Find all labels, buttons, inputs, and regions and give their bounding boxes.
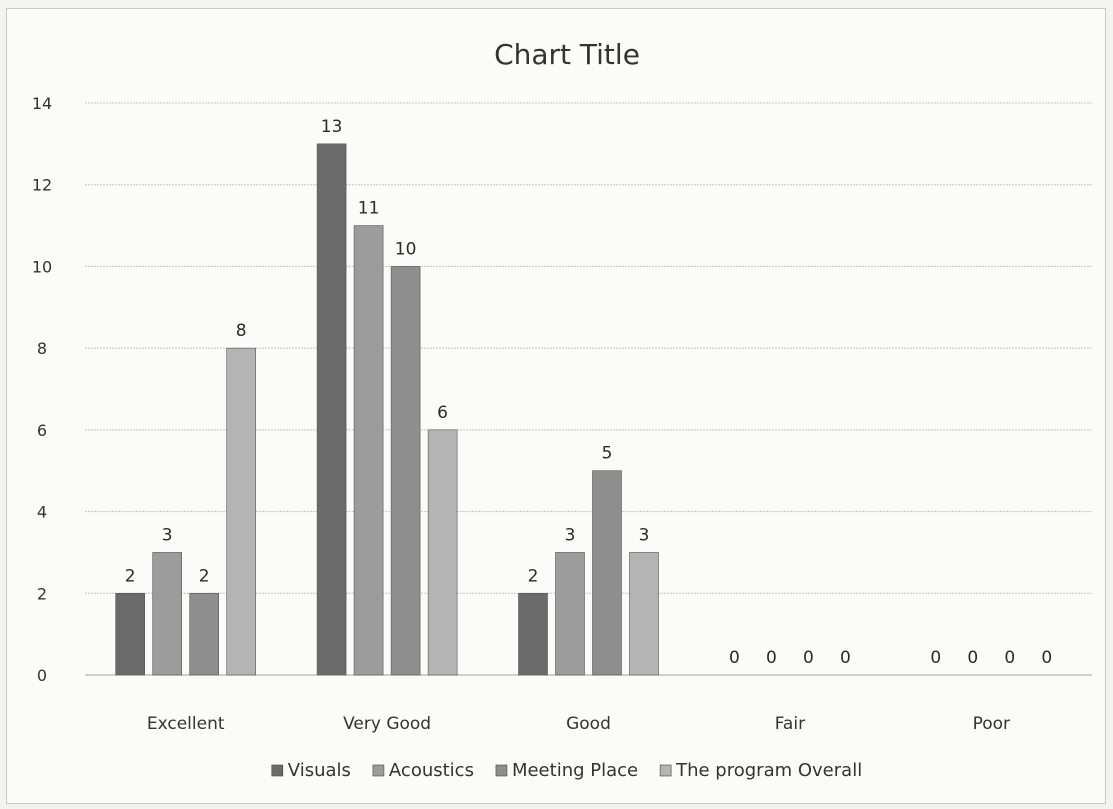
x-category-label: Fair: [775, 714, 805, 734]
legend-swatch: [659, 764, 672, 777]
legend-label: Acoustics: [389, 760, 474, 781]
legend-swatch: [372, 764, 385, 777]
data-label: 0: [729, 648, 740, 668]
data-label: 2: [125, 566, 136, 586]
bar: [226, 347, 256, 676]
data-label: 6: [437, 403, 448, 423]
data-label: 0: [930, 648, 941, 668]
y-tick-label: 14: [32, 94, 52, 113]
legend-label: Meeting Place: [512, 760, 638, 781]
data-label: 0: [766, 648, 777, 668]
legend: Visuals Acoustics Meeting Place The program…: [271, 760, 862, 781]
chart-frame: Chart Title 0 2 4 6 8 10 12 14 2 3 2 8 13 11 10 6 2 3 5 3 0…: [6, 8, 1106, 804]
bar: [353, 225, 384, 676]
data-label: 2: [528, 566, 539, 586]
legend-label: Visuals: [288, 760, 351, 781]
legend-item: Visuals: [271, 760, 351, 781]
y-tick-label: 10: [32, 257, 52, 276]
chart: Chart Title 0 2 4 6 8 10 12 14 2 3 2 8 13 11 10 6 2 3 5 3 0…: [32, 38, 1092, 781]
data-label: 8: [236, 321, 247, 341]
y-tick-label: 6: [37, 421, 47, 440]
y-tick-label: 0: [37, 666, 47, 685]
data-labels: 2 3 2 8 13 11 10 6 2 3 5 3 0 0 0 0 0 0 0 0: [125, 117, 1052, 668]
bar: [189, 592, 219, 676]
bars: [115, 143, 659, 676]
data-label: 3: [639, 525, 650, 545]
legend-swatch: [495, 764, 508, 777]
bar: [427, 429, 458, 676]
bar: [316, 143, 347, 676]
y-tick-label: 2: [37, 584, 47, 603]
y-tick-label: 4: [37, 503, 47, 522]
chart-title: Chart Title: [494, 38, 640, 71]
data-label: 2: [199, 566, 210, 586]
bar: [152, 552, 182, 676]
x-axis-categories: Excellent Very Good Good Fair Poor: [147, 714, 1010, 734]
data-label: 3: [565, 525, 576, 545]
data-label: 0: [840, 648, 851, 668]
data-label: 11: [358, 199, 380, 219]
data-label: 3: [162, 525, 173, 545]
bar: [518, 592, 548, 676]
bar: [115, 592, 145, 676]
legend-item: Acoustics: [372, 760, 474, 781]
bar: [555, 552, 585, 676]
x-category-label: Poor: [973, 714, 1010, 734]
bar: [390, 266, 421, 676]
legend-item: Meeting Place: [495, 760, 638, 781]
y-tick-label: 8: [37, 339, 47, 358]
x-category-label: Very Good: [343, 714, 431, 734]
bar: [629, 552, 659, 676]
data-label: 0: [803, 648, 814, 668]
data-label: 10: [395, 239, 417, 259]
bar: [592, 470, 622, 676]
legend-item: The program Overall: [659, 760, 862, 781]
data-label: 13: [321, 117, 343, 137]
legend-swatch: [271, 764, 284, 777]
y-axis-ticks: 0 2 4 6 8 10 12 14: [32, 94, 52, 685]
legend-label: The program Overall: [675, 760, 862, 781]
x-category-label: Excellent: [147, 714, 225, 734]
data-label: 0: [1004, 648, 1015, 668]
data-label: 0: [967, 648, 978, 668]
data-label: 5: [602, 444, 613, 464]
y-tick-label: 12: [32, 176, 52, 195]
data-label: 0: [1041, 648, 1052, 668]
x-category-label: Good: [566, 714, 611, 734]
